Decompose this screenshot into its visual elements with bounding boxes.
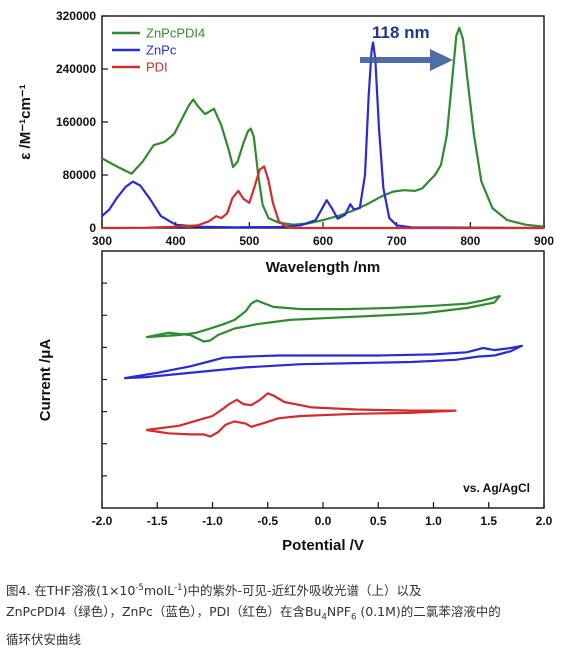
caption-superscript: -5 <box>135 583 144 593</box>
shift-annotation: 118 nm <box>360 23 453 71</box>
cv-reference-label: vs. Ag/AgCl <box>463 481 530 495</box>
figure-caption: 图4. 在THF溶液(1×10-5molL-1)中的紫外-可见-近红外吸收光谱（… <box>6 578 582 650</box>
x-tick-label: -2.0 <box>92 514 113 528</box>
figure: 0 80000 160000 240000 320000 300 400 500 600 700… <box>17 9 554 554</box>
caption-text: 图4. 在THF溶液(1×10 <box>6 583 136 599</box>
cv-curve-pdi <box>146 392 457 438</box>
caption-subscript: 4 <box>321 612 327 623</box>
cv-series <box>123 295 523 438</box>
cv-curve-znpc <box>123 344 523 380</box>
y-tick-label: 80000 <box>63 168 97 182</box>
caption-subscript: 6 <box>350 612 357 623</box>
x-tick-label: 2.0 <box>536 514 553 528</box>
caption-line-2: ZnPcPDI4（绿色），ZnPc（蓝色），PDI（红色）在含Bu4NPF6 (… <box>6 601 582 629</box>
x-tick-label: 0.0 <box>315 514 332 528</box>
absorption-chart: 0 80000 160000 240000 320000 300 400 500 600 700… <box>17 9 554 276</box>
x-tick-label: -0.5 <box>257 514 278 528</box>
cv-x-axis-title: Potential /V <box>282 537 364 554</box>
y-tick-label: 0 <box>89 221 96 235</box>
cv-chart: -2.0 -1.5 -1.0 -0.5 0.0 0.5 1.0 1.5 2.0 vs. Ag/A… <box>37 250 553 554</box>
series-line-pdi <box>101 165 544 230</box>
x-tick-label: 500 <box>239 234 259 248</box>
series-line-znpc <box>101 41 545 230</box>
x-tick-label: 700 <box>387 234 407 248</box>
y-tick-label: 160000 <box>56 115 96 129</box>
caption-text: molL <box>143 583 175 599</box>
absorption-legend: ZnPcPDI4 ZnPc PDI <box>112 26 205 75</box>
absorption-y-ticks: 0 80000 160000 240000 320000 <box>56 9 108 235</box>
series-line-znpcpdi4 <box>101 26 545 228</box>
absorption-x-axis-title: Wavelength /nm <box>266 259 380 276</box>
caption-superscript: -1 <box>174 583 183 593</box>
y-tick-label: 320000 <box>56 9 96 23</box>
caption-text: 循环伏安曲线 <box>6 631 82 647</box>
x-tick-label: -1.5 <box>147 514 168 528</box>
caption-line-3: 循环伏安曲线 <box>6 629 582 650</box>
absorption-y-axis-title: ε /M⁻¹cm⁻¹ <box>17 84 34 159</box>
x-tick-label: 300 <box>92 234 112 248</box>
x-tick-label: -1.0 <box>202 514 223 528</box>
cv-curve-znpcpdi4 <box>145 295 501 343</box>
cv-plot-frame <box>101 250 545 509</box>
caption-text: NPF <box>326 604 351 620</box>
x-tick-label: 1.5 <box>480 514 497 528</box>
cv-y-axis-title: Current /μA <box>37 339 54 422</box>
legend-label: ZnPc <box>146 43 177 58</box>
shift-annotation-label: 118 nm <box>372 23 430 42</box>
x-tick-label: 600 <box>313 234 333 248</box>
cv-y-ticks <box>102 282 107 477</box>
absorption-series <box>101 26 545 230</box>
legend-label: PDI <box>146 60 168 75</box>
caption-text: ZnPcPDI4（绿色），ZnPc（蓝色），PDI（红色）在含Bu <box>6 604 322 620</box>
y-tick-label: 240000 <box>56 62 96 76</box>
x-tick-label: 1.0 <box>425 514 442 528</box>
absorption-x-ticks: 300 400 500 600 700 800 900 <box>92 222 554 248</box>
caption-text: )中的紫外-可见-近红外吸收光谱（上）以及 <box>182 583 422 599</box>
legend-label: ZnPcPDI4 <box>146 26 205 41</box>
caption-line-1: 图4. 在THF溶液(1×10-5molL-1)中的紫外-可见-近红外吸收光谱（… <box>6 578 582 601</box>
shift-arrow-icon <box>360 49 453 71</box>
x-tick-label: 900 <box>534 234 554 248</box>
x-tick-label: 0.5 <box>370 514 387 528</box>
caption-text: (0.1M)的二氯苯溶液中的 <box>356 604 501 620</box>
x-tick-label: 800 <box>460 234 480 248</box>
cv-x-ticks: -2.0 -1.5 -1.0 -0.5 0.0 0.5 1.0 1.5 2.0 <box>92 502 553 528</box>
x-tick-label: 400 <box>166 234 186 248</box>
